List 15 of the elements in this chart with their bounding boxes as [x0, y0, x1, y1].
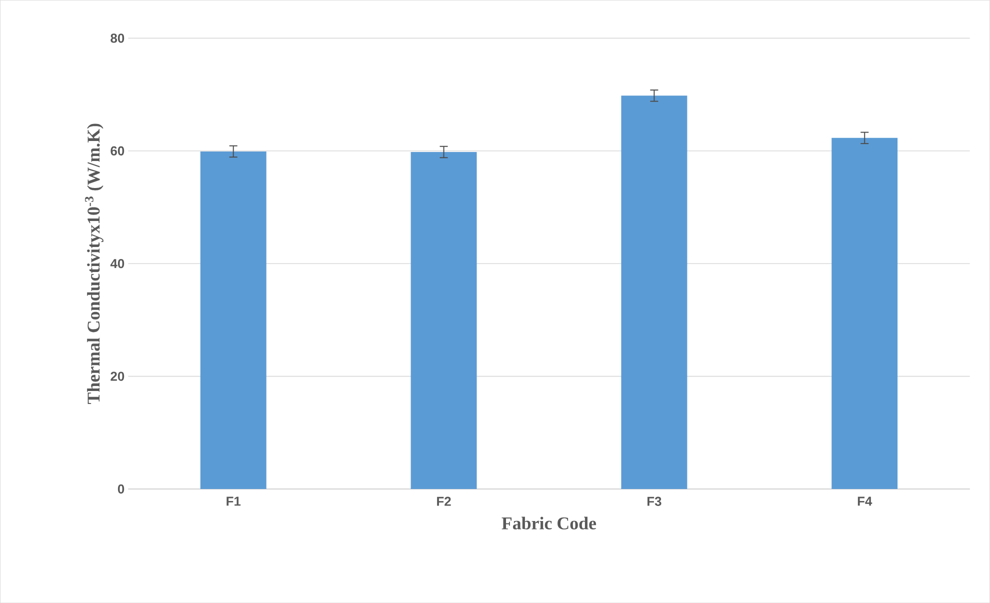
x-axis-title: Fabric Code — [502, 516, 596, 530]
y-tick-label: 20 — [110, 372, 124, 381]
x-tick-label: F3 — [647, 496, 662, 506]
y-axis-title: Thermal Conductivityx10$^{-3}$ (W/m.K) — [84, 124, 104, 404]
y-tick-label: 60 — [110, 146, 124, 156]
x-tick-label: F1 — [226, 496, 241, 506]
y-tick-label: 0 — [118, 484, 124, 494]
bar — [832, 138, 898, 489]
bar — [621, 96, 688, 489]
x-tick-label: F4 — [858, 496, 872, 506]
bar — [200, 151, 266, 489]
bar — [410, 152, 477, 489]
x-tick-label: F2 — [437, 496, 451, 506]
y-tick-label: 80 — [110, 34, 124, 43]
y-tick-label: 40 — [110, 258, 124, 268]
